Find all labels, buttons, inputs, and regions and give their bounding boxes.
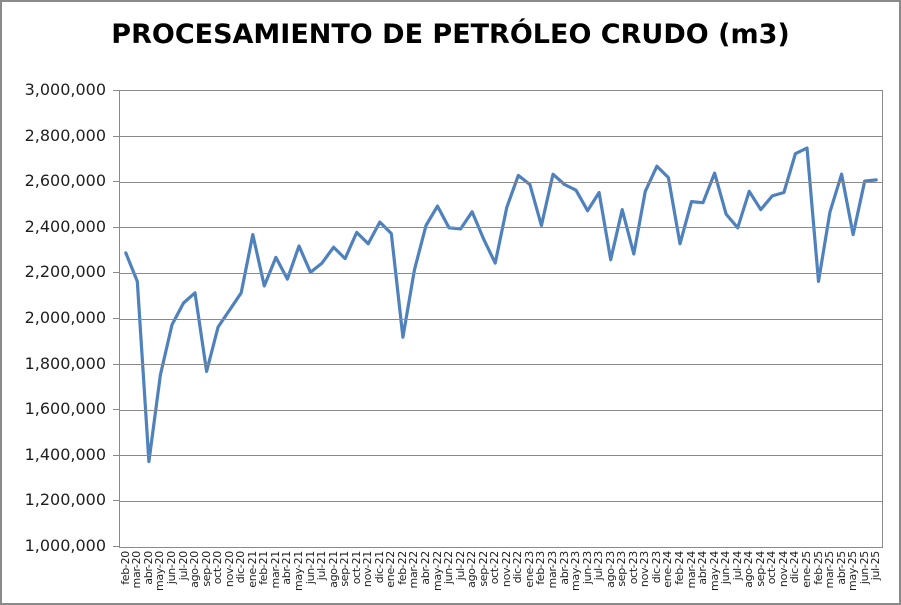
series-svg: [124, 146, 878, 464]
y-axis-tick: [113, 409, 119, 411]
gridline: [120, 409, 882, 411]
y-axis-label: 1,000,000: [24, 536, 106, 555]
gridline: [120, 318, 882, 320]
y-axis-tick: [113, 181, 119, 183]
y-axis-label: 3,000,000: [24, 80, 106, 99]
y-axis-label: 1,200,000: [24, 490, 106, 510]
y-axis-tick: [113, 318, 119, 319]
y-axis-label: 1,600,000: [24, 399, 106, 419]
y-axis-tick: [113, 454, 119, 456]
gridline: [120, 136, 882, 138]
gridline: [120, 364, 882, 366]
gridline: [120, 500, 882, 502]
y-axis-tick: [113, 90, 119, 91]
y-axis-tick: [113, 272, 119, 274]
y-axis-label: 1,800,000: [24, 353, 106, 373]
gridline: [120, 181, 882, 183]
y-axis-tick: [113, 135, 119, 137]
y-axis-label: 2,400,000: [24, 216, 106, 236]
x-axis-label: jul-25: [869, 551, 883, 581]
gridline: [120, 455, 882, 457]
plot-area: [119, 90, 883, 548]
y-axis-tick: [113, 500, 119, 502]
chart-title: PROCESAMIENTO DE PETRÓLEO CRUDO (m3): [111, 19, 790, 50]
gridline: [120, 272, 882, 274]
y-axis-tick: [113, 546, 119, 547]
series-line: [124, 146, 878, 464]
y-axis-label: 2,200,000: [24, 262, 106, 282]
y-axis-label: 2,800,000: [24, 125, 106, 145]
y-axis-label: 1,400,000: [24, 444, 106, 464]
y-axis-label: 2,000,000: [24, 308, 106, 327]
y-axis-tick: [113, 226, 119, 228]
y-axis-tick: [113, 363, 119, 365]
gridline: [120, 227, 882, 229]
y-axis-label: 2,600,000: [24, 171, 106, 191]
